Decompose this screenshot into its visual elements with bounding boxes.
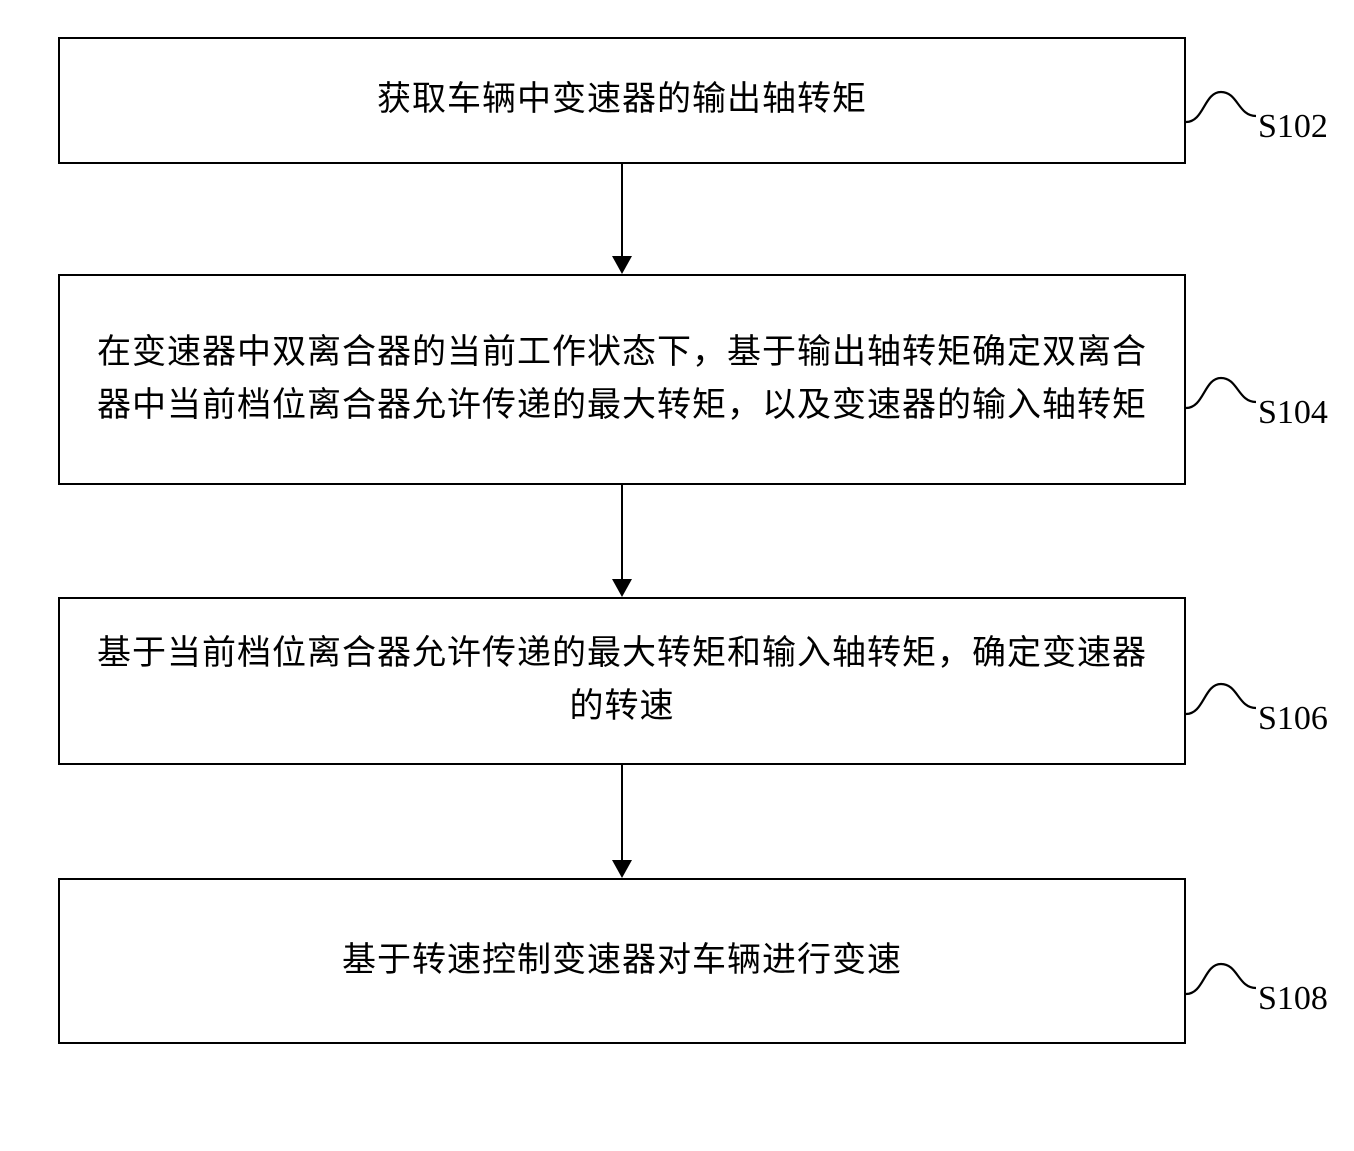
step-box-s102: 获取车辆中变速器的输出轴转矩 xyxy=(58,37,1186,164)
squiggle-s102 xyxy=(1186,82,1256,132)
step-label-s108: S108 xyxy=(1258,980,1328,1018)
step-box-s106: 基于当前档位离合器允许传递的最大转矩和输入轴转矩，确定变速器的转速 xyxy=(58,597,1186,765)
arrowhead-1 xyxy=(612,256,632,274)
step-text-s108: 基于转速控制变速器对车辆进行变速 xyxy=(342,935,902,988)
step-label-s106: S106 xyxy=(1258,700,1328,738)
step-text-s102: 获取车辆中变速器的输出轴转矩 xyxy=(377,74,867,127)
arrowhead-2 xyxy=(612,579,632,597)
step-text-s104: 在变速器中双离合器的当前工作状态下，基于输出轴转矩确定双离合器中当前档位离合器允… xyxy=(84,327,1160,432)
step-label-s104: S104 xyxy=(1258,394,1328,432)
connector-1 xyxy=(621,164,623,256)
step-box-s108: 基于转速控制变速器对车辆进行变速 xyxy=(58,878,1186,1044)
step-label-s102: S102 xyxy=(1258,108,1328,146)
squiggle-s108 xyxy=(1186,954,1256,1004)
arrowhead-3 xyxy=(612,860,632,878)
step-box-s104: 在变速器中双离合器的当前工作状态下，基于输出轴转矩确定双离合器中当前档位离合器允… xyxy=(58,274,1186,485)
step-text-s106: 基于当前档位离合器允许传递的最大转矩和输入轴转矩，确定变速器的转速 xyxy=(84,628,1160,733)
flowchart-canvas: 获取车辆中变速器的输出轴转矩 S102 在变速器中双离合器的当前工作状态下，基于… xyxy=(0,0,1354,1151)
connector-2 xyxy=(621,485,623,579)
squiggle-s104 xyxy=(1186,368,1256,418)
squiggle-s106 xyxy=(1186,674,1256,724)
connector-3 xyxy=(621,765,623,860)
